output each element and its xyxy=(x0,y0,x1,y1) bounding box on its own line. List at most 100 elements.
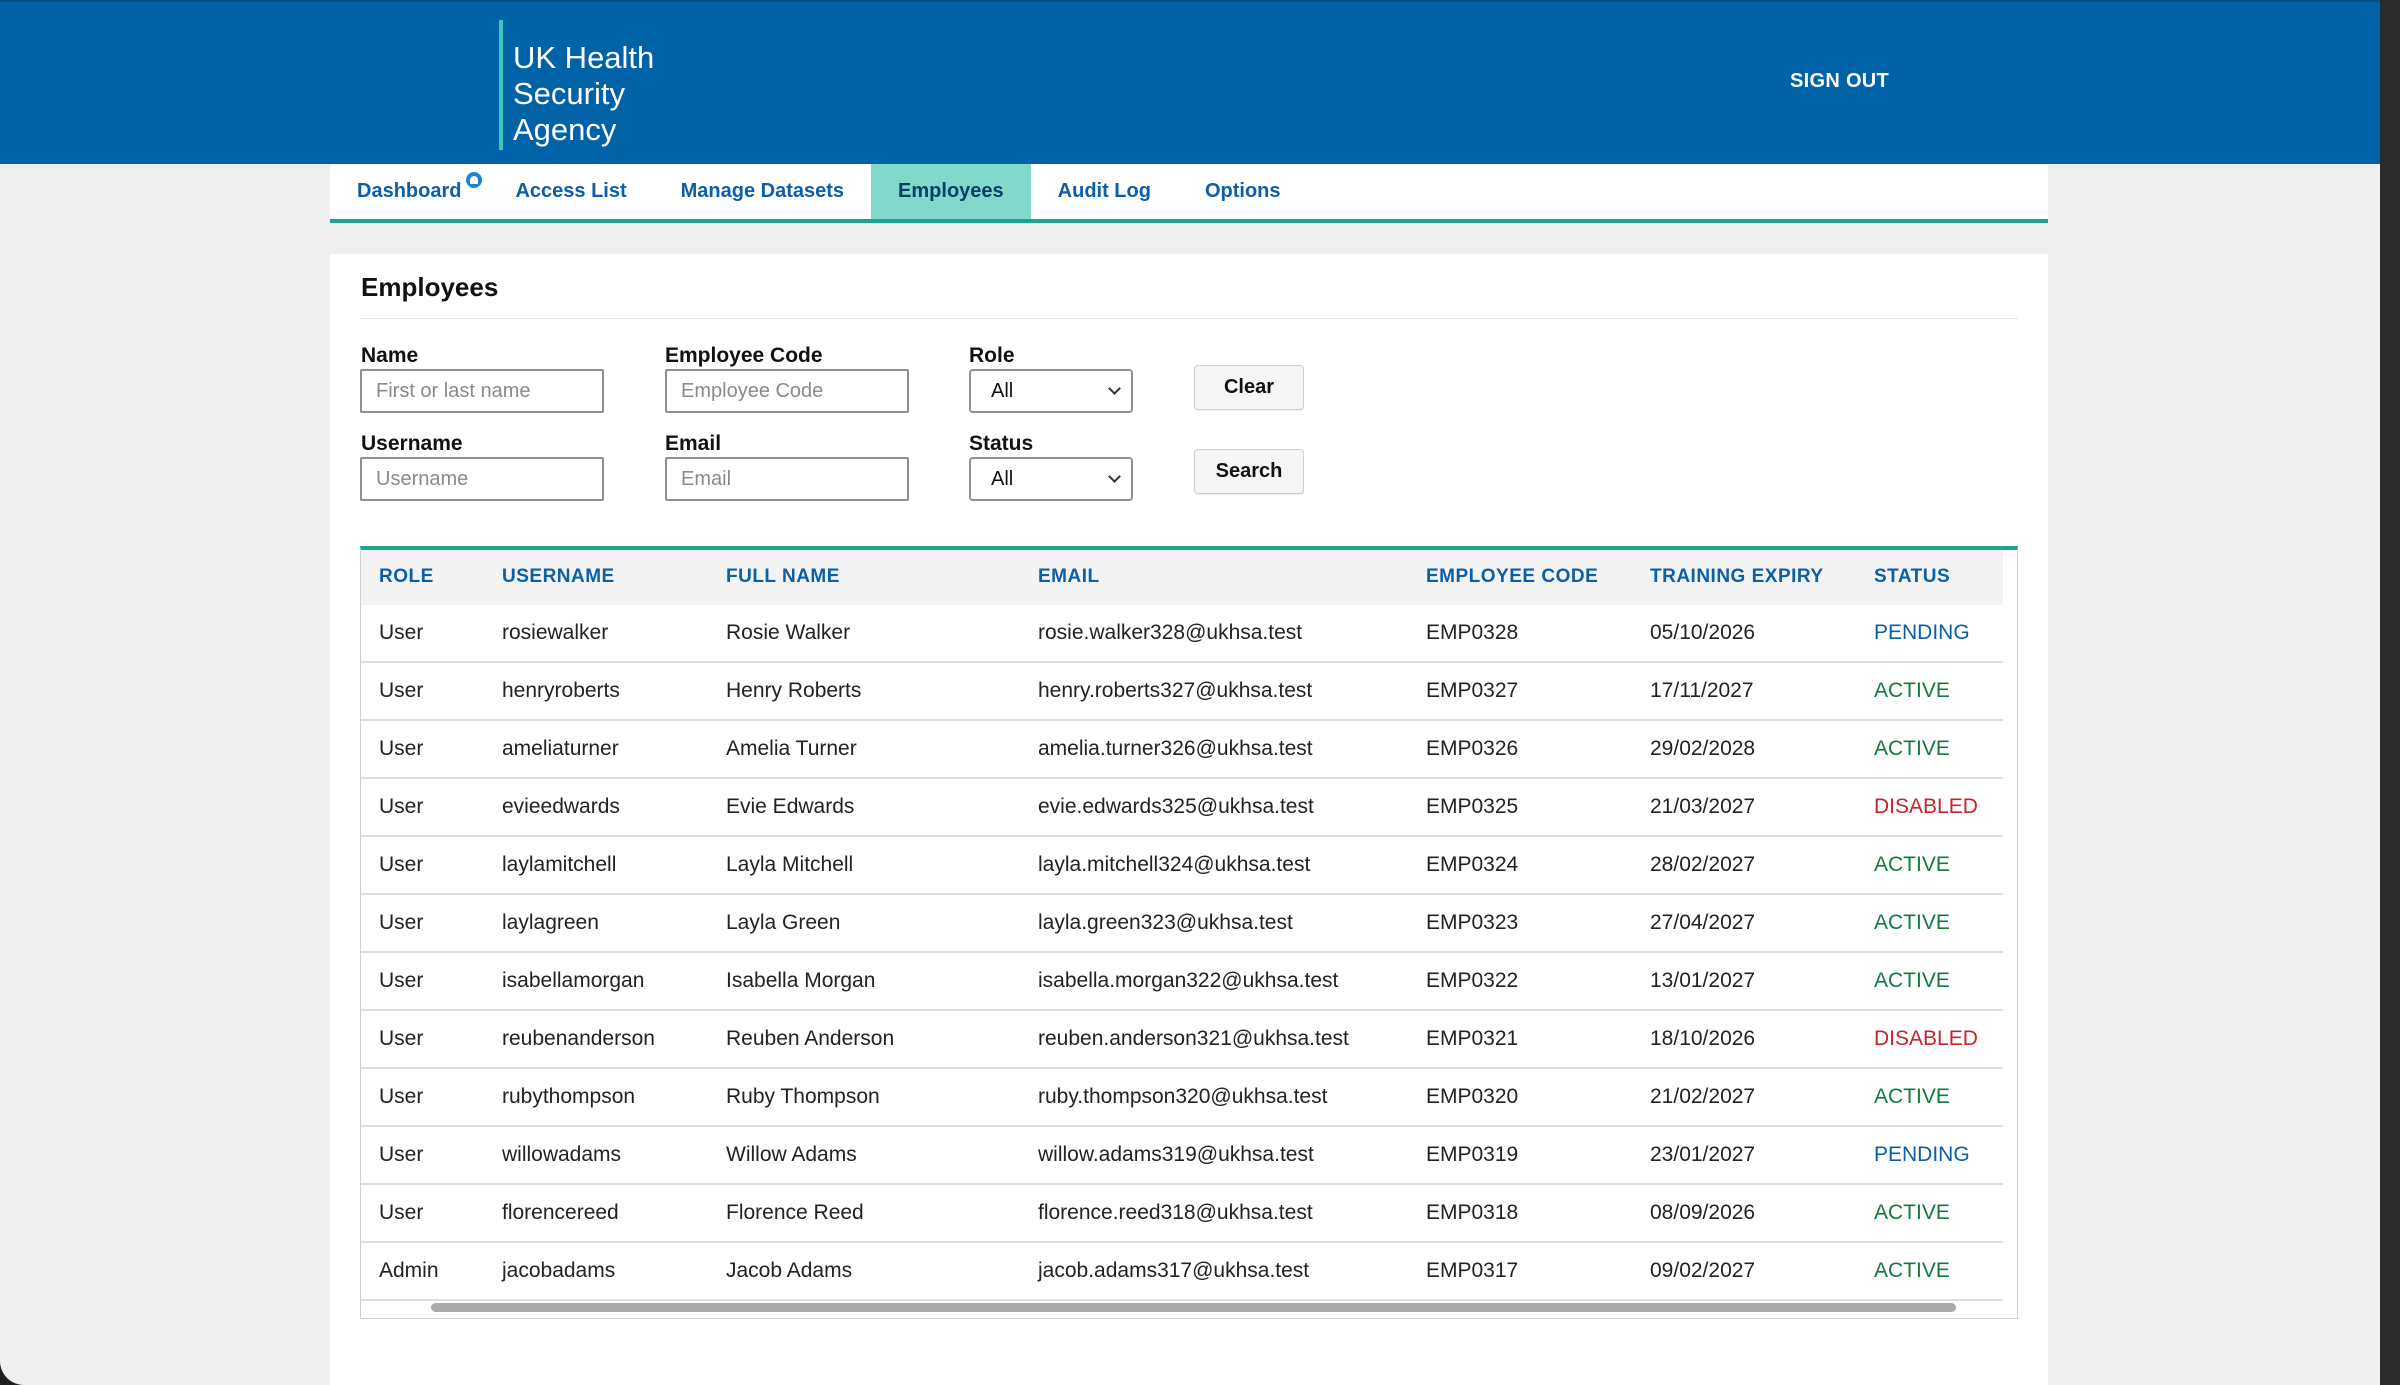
email-cell: willow.adams319@ukhsa.test xyxy=(1038,1143,1314,1166)
tab-label: Dashboard xyxy=(357,180,462,202)
role-select[interactable]: All xyxy=(969,369,1133,413)
email-cell: layla.mitchell324@ukhsa.test xyxy=(1038,853,1311,876)
employee-code-cell: EMP0323 xyxy=(1426,911,1519,934)
training-expiry-cell: 23/01/2027 xyxy=(1650,1143,1756,1166)
email-cell: isabella.morgan322@ukhsa.test xyxy=(1038,969,1339,992)
status-cell: ACTIVE xyxy=(1874,1201,1950,1224)
employee-code-label: Employee Code xyxy=(665,344,823,367)
full-name-cell: Willow Adams xyxy=(726,1143,857,1166)
table-row[interactable]: Admin jacobadams Jacob Adams jacob.adams317… xyxy=(361,1243,2003,1301)
status-cell: DISABLED xyxy=(1874,1027,1978,1050)
username-cell: willowadams xyxy=(502,1143,622,1166)
email-cell: reuben.anderson321@ukhsa.test xyxy=(1038,1027,1349,1050)
tab-manage-datasets[interactable]: Manage Datasets xyxy=(654,164,871,219)
clear-button[interactable]: Clear xyxy=(1194,365,1304,410)
name-input[interactable] xyxy=(360,369,604,413)
tab-label: Manage Datasets xyxy=(680,180,845,202)
chevron-down-icon xyxy=(1108,382,1121,395)
name-label: Name xyxy=(361,344,419,367)
employee-code-cell: EMP0318 xyxy=(1426,1201,1519,1224)
email-cell: layla.green323@ukhsa.test xyxy=(1038,911,1293,934)
table-row[interactable]: User willowadams Willow Adams willow.adams3… xyxy=(361,1127,2003,1185)
status-cell: ACTIVE xyxy=(1874,853,1950,876)
logo-line: UK Health xyxy=(513,40,655,75)
table-row[interactable]: User rubythompson Ruby Thompson ruby.thomps… xyxy=(361,1069,2003,1127)
role-cell: User xyxy=(379,679,424,702)
full-name-cell: Isabella Morgan xyxy=(726,969,876,992)
role-cell: User xyxy=(379,1201,424,1224)
status-cell: DISABLED xyxy=(1874,795,1978,818)
role-cell: User xyxy=(379,737,424,760)
tab-audit-log[interactable]: Audit Log xyxy=(1031,164,1178,219)
training-expiry-cell: 05/10/2026 xyxy=(1650,621,1756,644)
status-cell: ACTIVE xyxy=(1874,1085,1950,1108)
column-header-employee-code[interactable]: EMPLOYEE CODE xyxy=(1426,566,1599,587)
sign-out-button[interactable]: SIGN OUT xyxy=(1790,70,1890,92)
column-header-role[interactable]: ROLE xyxy=(379,566,434,587)
table-row[interactable]: User laylamitchell Layla Mitchell layla.mit… xyxy=(361,837,2003,895)
full-name-cell: Florence Reed xyxy=(726,1201,864,1224)
employee-code-cell: EMP0324 xyxy=(1426,853,1519,876)
status-select[interactable]: All xyxy=(969,457,1133,501)
training-expiry-cell: 08/09/2026 xyxy=(1650,1201,1756,1224)
employee-code-cell: EMP0319 xyxy=(1426,1143,1519,1166)
table-row[interactable]: User isabellamorgan Isabella Morgan isabell… xyxy=(361,953,2003,1011)
tab-options[interactable]: Options xyxy=(1178,164,1308,219)
ukhsa-logo[interactable]: UK Health Security Agency xyxy=(499,20,654,150)
table-row[interactable]: User henryroberts Henry Roberts henry.rober… xyxy=(361,663,2003,721)
table-row[interactable]: User reubenanderson Reuben Anderson reuben.… xyxy=(361,1011,2003,1069)
status-cell: ACTIVE xyxy=(1874,679,1950,702)
role-cell: User xyxy=(379,1143,424,1166)
column-header-email[interactable]: EMAIL xyxy=(1038,566,1100,587)
full-name-cell: Amelia Turner xyxy=(726,737,857,760)
table-row[interactable]: User ameliaturner Amelia Turner amelia.turn… xyxy=(361,721,2003,779)
username-input[interactable] xyxy=(360,457,604,501)
status-select-value: All xyxy=(991,467,1014,490)
full-name-cell: Jacob Adams xyxy=(726,1259,853,1282)
column-header-username[interactable]: USERNAME xyxy=(502,566,615,587)
role-cell: User xyxy=(379,1027,424,1050)
table-row[interactable]: User laylagreen Layla Green layla.green323@… xyxy=(361,895,2003,953)
email-cell: evie.edwards325@ukhsa.test xyxy=(1038,795,1314,818)
table-row[interactable]: User florencereed Florence Reed florence.re… xyxy=(361,1185,2003,1243)
horizontal-scrollbar[interactable] xyxy=(431,1303,1956,1312)
employee-code-input[interactable] xyxy=(665,369,909,413)
role-cell: User xyxy=(379,853,424,876)
role-cell: User xyxy=(379,969,424,992)
table-header: ROLE USERNAME FULL NAME EMAIL EMPLOYEE C… xyxy=(361,550,2003,605)
username-cell: rosiewalker xyxy=(502,621,609,644)
username-cell: henryroberts xyxy=(502,679,620,702)
role-select-value: All xyxy=(991,379,1014,402)
table-row[interactable]: User rosiewalker Rosie Walker rosie.walker3… xyxy=(361,605,2003,663)
full-name-cell: Layla Green xyxy=(726,911,841,934)
status-cell: PENDING xyxy=(1874,621,1970,644)
username-cell: ameliaturner xyxy=(502,737,619,760)
table-row[interactable]: User evieedwards Evie Edwards evie.edwards3… xyxy=(361,779,2003,837)
search-button[interactable]: Search xyxy=(1194,449,1304,494)
column-header-training-expiry[interactable]: TRAINING EXPIRY xyxy=(1650,566,1824,587)
username-cell: isabellamorgan xyxy=(502,969,645,992)
employee-code-cell: EMP0328 xyxy=(1426,621,1519,644)
username-cell: reubenanderson xyxy=(502,1027,655,1050)
main-nav: Dashboard Access List Manage Datasets Em… xyxy=(330,164,2048,223)
training-expiry-cell: 09/02/2027 xyxy=(1650,1259,1756,1282)
tab-access-list[interactable]: Access List xyxy=(488,164,653,219)
username-label: Username xyxy=(361,432,463,455)
username-cell: rubythompson xyxy=(502,1085,636,1108)
training-expiry-cell: 13/01/2027 xyxy=(1650,969,1756,992)
email-input[interactable] xyxy=(665,457,909,501)
tab-label: Audit Log xyxy=(1057,180,1151,202)
column-header-status[interactable]: STATUS xyxy=(1874,566,1951,587)
tab-employees[interactable]: Employees xyxy=(871,164,1031,219)
employee-code-cell: EMP0325 xyxy=(1426,795,1519,818)
employee-code-cell: EMP0327 xyxy=(1426,679,1519,702)
status-label: Status xyxy=(969,432,1034,455)
status-cell: ACTIVE xyxy=(1874,737,1950,760)
column-header-full-name[interactable]: FULL NAME xyxy=(726,566,840,587)
role-cell: User xyxy=(379,621,424,644)
tab-dashboard[interactable]: Dashboard xyxy=(330,164,488,219)
role-cell: Admin xyxy=(379,1259,439,1282)
training-expiry-cell: 28/02/2027 xyxy=(1650,853,1756,876)
training-expiry-cell: 17/11/2027 xyxy=(1650,679,1754,702)
